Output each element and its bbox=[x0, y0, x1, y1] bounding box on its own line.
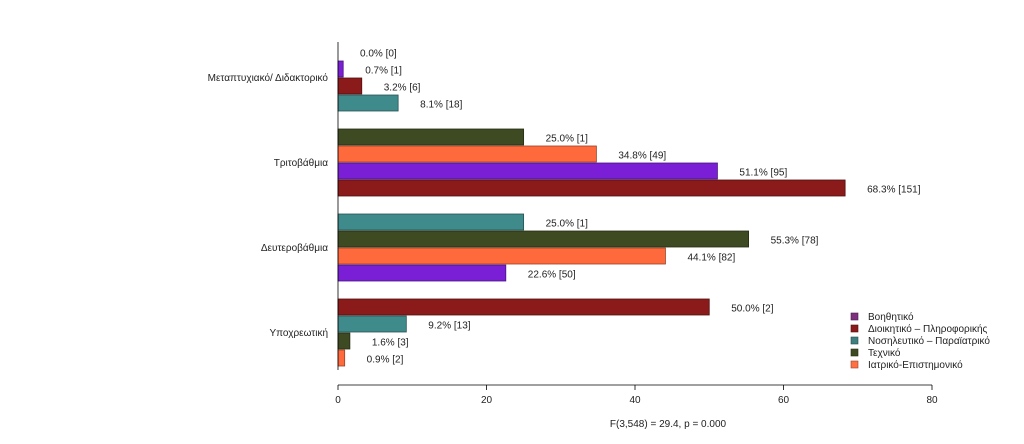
x-tick-label: 40 bbox=[629, 395, 641, 406]
bar-1-2 bbox=[337, 162, 718, 180]
data-label: 0.0% [0] bbox=[360, 49, 397, 60]
data-label: 55.3% [78] bbox=[771, 236, 819, 247]
legend-label: Νοσηλευτικό – Παραϊατρικό bbox=[868, 335, 990, 347]
x-tick-label: 20 bbox=[481, 395, 493, 406]
bar-0-3 bbox=[337, 94, 399, 112]
category-label: Μεταπτυχιακό/ Διδακτορικό bbox=[208, 72, 329, 84]
bar-3-0 bbox=[337, 298, 710, 316]
data-label: 0.7% [1] bbox=[365, 66, 402, 77]
data-label: 44.1% [82] bbox=[687, 253, 735, 264]
x-axis: 0 20 40 60 80 bbox=[335, 42, 938, 406]
category-label: Δευτεροβάθμια bbox=[261, 242, 328, 254]
bar-1-1 bbox=[337, 145, 597, 163]
bar-2-2 bbox=[337, 247, 666, 265]
bar-3-1 bbox=[337, 315, 407, 333]
bar-2-1 bbox=[337, 230, 750, 248]
data-label: 0.9% [2] bbox=[367, 355, 404, 366]
bar-1-3 bbox=[337, 179, 846, 197]
bars-layer bbox=[337, 60, 846, 367]
data-label: 68.3% [151] bbox=[867, 185, 921, 196]
data-label: 51.1% [95] bbox=[739, 168, 787, 179]
x-tick-label: 60 bbox=[778, 395, 790, 406]
legend-label: Βοηθητικό bbox=[868, 311, 914, 323]
legend-label: Ιατρικό-Επιστημονικό bbox=[868, 359, 963, 371]
data-label: 8.1% [18] bbox=[420, 100, 462, 111]
legend-swatch bbox=[850, 324, 859, 333]
data-label: 1.6% [3] bbox=[372, 338, 409, 349]
labels-layer: 0.0% [0] 0.7% [1] 3.2% [6] 8.1% [18] Μεταπτυ… bbox=[208, 49, 921, 366]
category-label: Τριτοβάθμια bbox=[274, 157, 328, 169]
bar-3-2 bbox=[337, 332, 351, 350]
data-label: 25.0% [1] bbox=[546, 219, 588, 230]
bar-0-1 bbox=[337, 60, 344, 78]
category-label: Υποχρεωτική bbox=[269, 327, 328, 339]
legend-label: Διοικητικό – Πληροφορικής bbox=[868, 323, 988, 335]
bar-1-0 bbox=[337, 128, 525, 146]
data-label: 9.2% [13] bbox=[428, 321, 470, 332]
bar-3-3 bbox=[337, 349, 346, 367]
legend-swatch bbox=[850, 336, 859, 345]
data-label: 22.6% [50] bbox=[528, 270, 576, 281]
bar-2-3 bbox=[337, 264, 507, 282]
x-tick-label: 0 bbox=[335, 395, 341, 406]
legend-label: Τεχνικό bbox=[868, 347, 901, 359]
data-label: 3.2% [6] bbox=[384, 83, 421, 94]
data-label: 25.0% [1] bbox=[546, 134, 588, 145]
data-label: 34.8% [49] bbox=[618, 151, 666, 162]
data-label: 50.0% [2] bbox=[731, 304, 773, 315]
x-tick-label: 80 bbox=[926, 395, 938, 406]
statistics-footnote: F(3,548) = 29.4, p = 0.000 bbox=[610, 419, 727, 430]
legend-swatch bbox=[850, 360, 859, 369]
bar-2-0 bbox=[337, 213, 525, 231]
legend-swatch bbox=[850, 348, 859, 357]
legend-swatch bbox=[850, 312, 859, 321]
bar-0-2 bbox=[337, 77, 363, 95]
